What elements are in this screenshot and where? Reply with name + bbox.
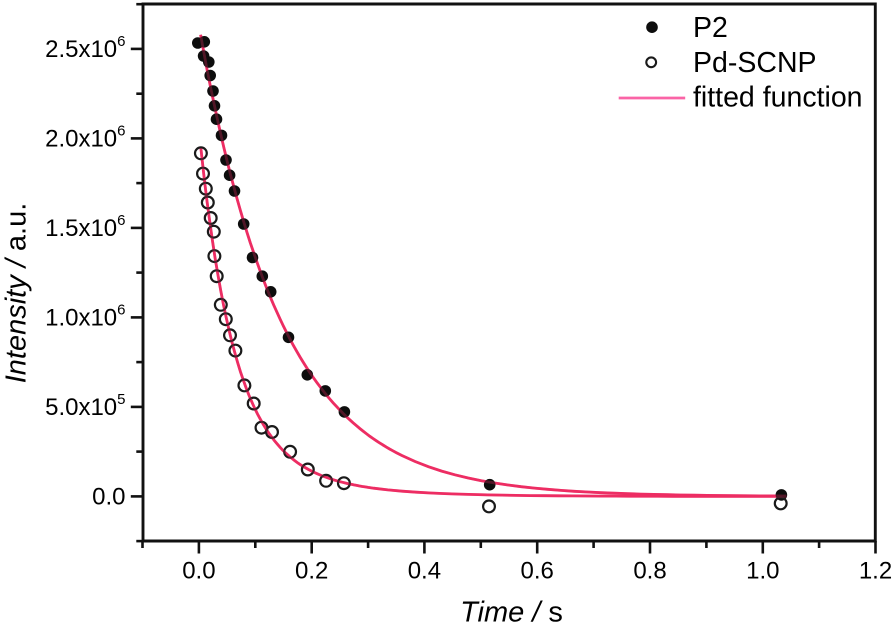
svg-text:5.0x105: 5.0x105 <box>45 391 125 421</box>
svg-text:2.5x106: 2.5x106 <box>45 33 125 63</box>
svg-text:0.6: 0.6 <box>521 558 554 585</box>
svg-text:Time / s: Time / s <box>460 597 563 629</box>
svg-text:0.2: 0.2 <box>295 558 328 585</box>
svg-text:Intensity / a.u.: Intensity / a.u. <box>1 203 33 384</box>
svg-text:0.4: 0.4 <box>408 558 441 585</box>
svg-text:1.2: 1.2 <box>859 558 892 585</box>
svg-text:1.0x106: 1.0x106 <box>45 301 125 331</box>
svg-text:0.0: 0.0 <box>92 483 125 510</box>
svg-text:0.8: 0.8 <box>633 558 666 585</box>
svg-text:1.5x106: 1.5x106 <box>45 212 125 242</box>
svg-text:2.0x106: 2.0x106 <box>45 122 125 152</box>
svg-text:Pd-SCNP: Pd-SCNP <box>693 47 817 79</box>
svg-text:P2: P2 <box>693 12 728 44</box>
svg-text:fitted function: fitted function <box>693 82 863 114</box>
svg-text:0.0: 0.0 <box>182 558 215 585</box>
svg-text:1.0: 1.0 <box>746 558 779 585</box>
